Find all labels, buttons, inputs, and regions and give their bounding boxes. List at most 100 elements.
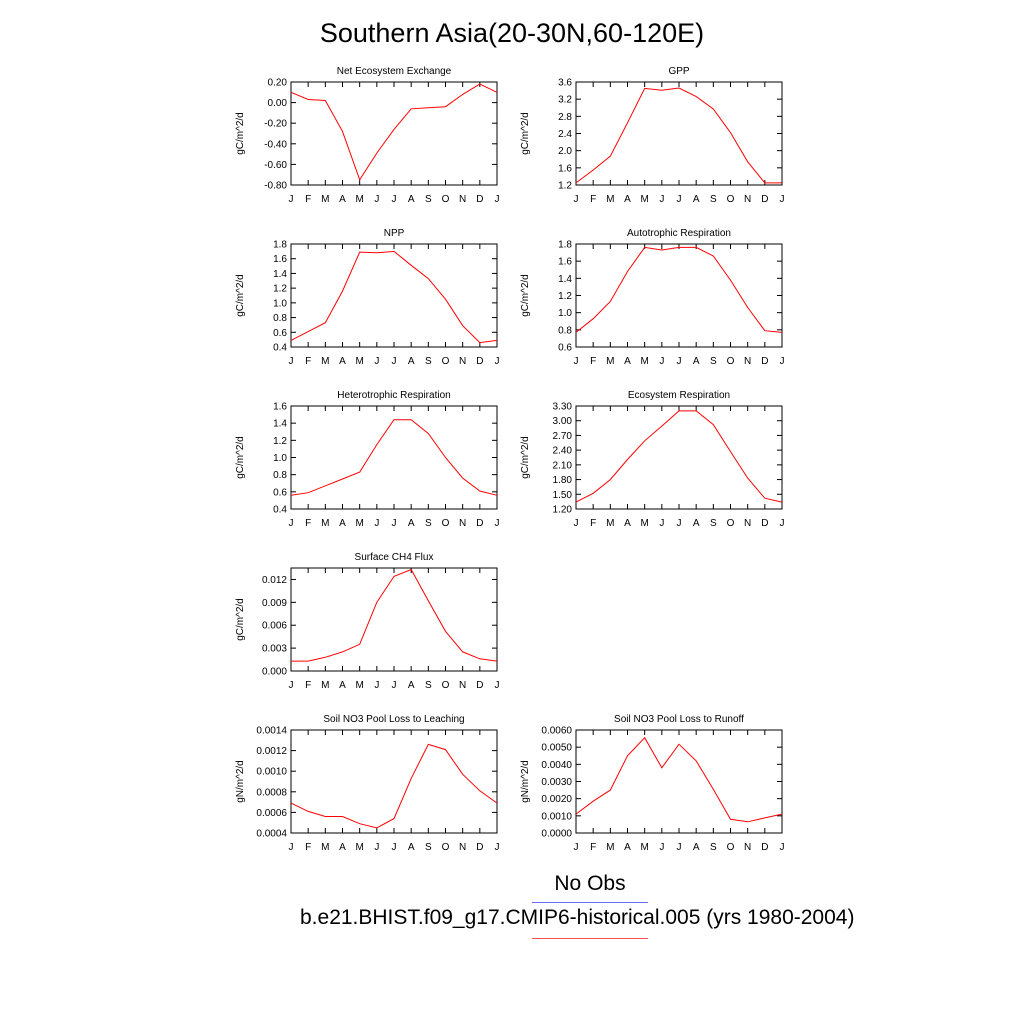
x-tick-label: A [624, 356, 631, 367]
y-axis-label: gC/m^2/d [520, 112, 531, 155]
x-tick-label: N [744, 194, 751, 205]
x-tick-label: J [289, 194, 294, 205]
x-tick-label: F [590, 356, 596, 367]
y-tick-label: 2.8 [558, 112, 572, 123]
y-axis-label: gC/m^2/d [235, 598, 246, 641]
x-tick-label: A [339, 842, 346, 853]
x-tick-label: N [744, 356, 751, 367]
y-tick-label: 1.0 [273, 453, 287, 464]
x-tick-label: J [495, 194, 500, 205]
y-tick-label: 1.2 [273, 284, 287, 295]
y-tick-label: 1.80 [553, 475, 573, 486]
series-line [290, 743, 498, 829]
y-tick-label: 0.6 [558, 343, 572, 354]
x-tick-label: M [355, 518, 363, 529]
y-tick-label: 1.4 [273, 419, 287, 430]
plot-frame [290, 567, 498, 672]
x-tick-label: F [590, 518, 596, 529]
y-tick-label: 1.20 [553, 505, 573, 516]
y-tick-label: 0.000 [262, 667, 287, 678]
x-tick-label: M [355, 680, 363, 691]
x-tick-label: A [339, 356, 346, 367]
x-tick-label: N [744, 518, 751, 529]
x-tick-label: A [339, 518, 346, 529]
x-tick-label: M [355, 842, 363, 853]
y-tick-label: 3.30 [553, 402, 573, 413]
x-tick-label: F [305, 518, 311, 529]
x-tick-label: O [727, 842, 735, 853]
x-tick-label: O [442, 194, 450, 205]
y-tick-label: 2.40 [553, 446, 573, 457]
x-tick-label: M [606, 842, 614, 853]
y-tick-label: 0.0030 [541, 777, 572, 788]
x-tick-label: J [374, 356, 379, 367]
panel-title: Soil NO3 Pool Loss to Leaching [323, 714, 464, 725]
x-tick-label: M [355, 194, 363, 205]
x-tick-label: S [710, 842, 717, 853]
y-tick-label: -0.80 [264, 181, 287, 192]
x-tick-label: M [640, 518, 648, 529]
x-tick-label: A [624, 842, 631, 853]
x-tick-label: S [710, 194, 717, 205]
y-tick-label: 2.10 [553, 460, 573, 471]
x-tick-label: J [677, 356, 682, 367]
y-tick-label: 1.8 [273, 240, 287, 251]
x-tick-label: J [289, 842, 294, 853]
plot-frame [290, 405, 498, 510]
y-tick-label: 0.8 [558, 325, 572, 336]
y-axis-label: gN/m^2/d [520, 760, 531, 803]
x-tick-label: D [476, 680, 483, 691]
x-tick-label: D [476, 356, 483, 367]
x-tick-label: J [495, 680, 500, 691]
y-tick-label: 0.20 [268, 78, 288, 89]
x-tick-label: J [392, 518, 397, 529]
y-tick-label: 0.003 [262, 644, 287, 655]
x-tick-label: J [574, 842, 579, 853]
y-tick-label: 0.8 [273, 313, 287, 324]
y-tick-label: 0.0006 [256, 808, 287, 819]
y-tick-label: 0.6 [273, 487, 287, 498]
y-tick-label: 2.70 [553, 431, 573, 442]
y-tick-label: 1.2 [558, 181, 572, 192]
y-tick-label: 1.0 [273, 298, 287, 309]
x-tick-label: J [374, 194, 379, 205]
legend-model-label: b.e21.BHIST.f09_g17.CMIP6-historical.005… [300, 906, 855, 929]
y-axis-label: gC/m^2/d [235, 436, 246, 479]
x-tick-label: O [442, 518, 450, 529]
x-tick-label: A [408, 518, 415, 529]
y-tick-label: 0.4 [273, 343, 287, 354]
x-tick-label: J [495, 518, 500, 529]
y-tick-label: 0.0050 [541, 743, 572, 754]
y-tick-label: 0.00 [268, 98, 288, 109]
x-tick-label: J [289, 518, 294, 529]
x-tick-label: J [780, 518, 785, 529]
x-tick-label: A [408, 194, 415, 205]
y-tick-label: 3.2 [558, 95, 572, 106]
y-tick-label: 1.4 [273, 269, 287, 280]
plot-frame [290, 243, 498, 348]
panel-title: Surface CH4 Flux [355, 552, 434, 563]
x-tick-label: F [305, 842, 311, 853]
x-tick-label: J [677, 842, 682, 853]
x-tick-label: F [305, 194, 311, 205]
y-tick-label: 0.0012 [256, 746, 287, 757]
chart-panel: Surface CH4 Flux 0.000 0.003 0.006 0.009 0.01… [235, 552, 500, 691]
panel-title: Net Ecosystem Exchange [337, 66, 452, 77]
x-tick-label: M [606, 194, 614, 205]
x-tick-label: A [693, 356, 700, 367]
x-tick-label: M [640, 356, 648, 367]
y-tick-label: 1.8 [558, 240, 572, 251]
y-tick-label: 0.0008 [256, 787, 287, 798]
x-tick-label: M [355, 356, 363, 367]
chart-panel: Ecosystem Respiration 1.20 1.50 1.80 2.10 2.4… [520, 390, 785, 529]
x-tick-label: A [624, 518, 631, 529]
y-axis-label: gC/m^2/d [520, 436, 531, 479]
x-tick-label: J [392, 194, 397, 205]
x-tick-label: J [392, 356, 397, 367]
x-tick-label: J [374, 680, 379, 691]
y-axis-label: gN/m^2/d [235, 760, 246, 803]
y-tick-label: 1.50 [553, 490, 573, 501]
y-tick-label: 1.6 [273, 254, 287, 265]
y-tick-label: 1.2 [558, 291, 572, 302]
x-tick-label: M [321, 842, 329, 853]
